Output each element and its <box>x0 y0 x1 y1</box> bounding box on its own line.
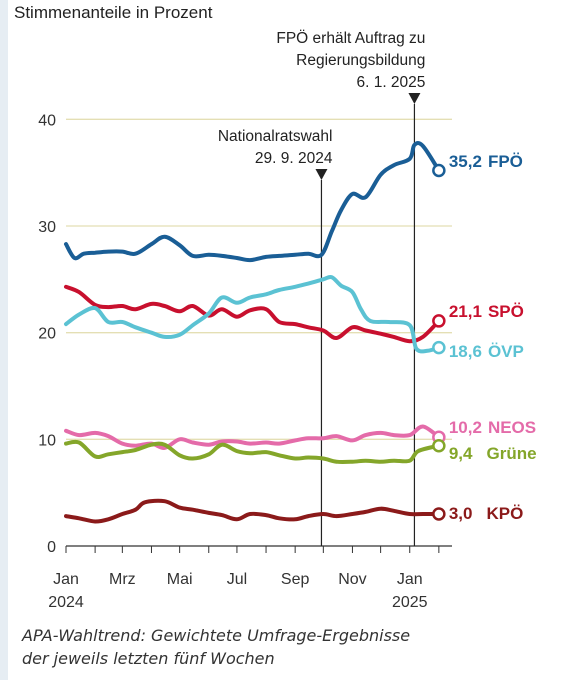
series-end-value: 18,6 <box>449 342 482 361</box>
x-tick-label: Mai <box>167 571 193 588</box>
series-grüne: 9,4 Grüne <box>64 438 537 465</box>
series-fpö: 35,2 FPÖ <box>64 141 523 263</box>
end-marker <box>432 438 446 453</box>
y-tick-label: 10 <box>38 432 56 449</box>
x-tick-label: Jan <box>397 571 423 588</box>
series-line <box>64 284 441 344</box>
series-end-label: 9,4 Grüne <box>449 444 537 463</box>
series-end-value: 10,2 <box>449 418 482 437</box>
annotation-text: 29. 9. 2024 <box>255 150 333 167</box>
series-name: KPÖ <box>486 504 523 523</box>
annotation-arrow-icon <box>315 169 328 180</box>
caption-line-1: APA-Wahltrend: Gewichtete Umfrage-Ergebn… <box>22 626 411 645</box>
end-marker <box>432 507 446 521</box>
x-tick-label: Nov <box>338 571 366 588</box>
y-tick-label: 30 <box>38 219 56 236</box>
end-marker <box>432 314 446 328</box>
series-end-label: 21,1 SPÖ <box>449 302 524 321</box>
end-marker <box>432 340 446 355</box>
series-end-value: 9,4 <box>449 444 473 463</box>
annotation-text: FPÖ erhält Auftrag zu <box>276 29 425 47</box>
x-tick-year-label: 2025 <box>392 594 428 611</box>
annotation-text: Nationalratswahl <box>218 128 333 145</box>
x-tick-label: Jul <box>227 571 247 588</box>
chart-subtitle: Stimmenanteile in Prozent <box>14 3 213 22</box>
source-caption: APA-Wahltrend: Gewichtete Umfrage-Ergebn… <box>22 624 562 670</box>
series-end-value: 21,1 <box>449 302 482 321</box>
series-name: NEOS <box>488 418 536 437</box>
event-annotation: FPÖ erhält Auftrag zu Regierungsbildung 6.… <box>276 29 425 546</box>
x-tick-label: Jan <box>53 571 79 588</box>
series-name: SPÖ <box>488 302 524 321</box>
annotation-text: Regierungsbildung <box>296 52 425 69</box>
series-end-label: 3,0 KPÖ <box>449 504 523 523</box>
x-axis: Jan 2024 Mrz Mai Jul Sep Nov Jan 2025 <box>48 546 440 611</box>
event-annotation: Nationalratswahl 29. 9. 2024 <box>218 128 333 546</box>
x-tick-label: Sep <box>281 571 310 588</box>
series-end-value: 35,2 <box>449 152 482 171</box>
x-tick-year-label: 2024 <box>48 594 84 611</box>
series-line <box>64 424 441 450</box>
series-övp: 18,6 ÖVP <box>64 274 524 361</box>
series-neos: 10,2 NEOS <box>64 418 536 450</box>
y-tick-label: 20 <box>38 326 56 343</box>
series-end-label: 10,2 NEOS <box>449 418 536 437</box>
series-line <box>64 439 441 465</box>
annotation-text: 6. 1. 2025 <box>356 74 425 91</box>
series-line <box>64 498 441 524</box>
series-spö: 21,1 SPÖ <box>64 284 524 344</box>
series-name: Grüne <box>486 444 536 463</box>
series-line <box>64 141 441 263</box>
y-tick-label: 0 <box>47 539 56 556</box>
x-tick-label: Mrz <box>109 571 136 588</box>
y-tick-label: 40 <box>38 112 56 129</box>
end-marker <box>432 163 446 178</box>
line-chart: Stimmenanteile in Prozent 0 10 20 30 40 Jan 202… <box>14 3 537 611</box>
caption-line-2: der jeweils letzten fünf Wochen <box>22 649 275 668</box>
series-name: FPÖ <box>488 152 523 171</box>
series-end-value: 3,0 <box>449 504 473 523</box>
series-end-label: 18,6 ÖVP <box>449 342 524 361</box>
y-gridlines <box>66 118 452 440</box>
left-accent-bar <box>0 0 8 680</box>
series-kpö: 3,0 KPÖ <box>64 498 523 524</box>
series-end-label: 35,2 FPÖ <box>449 152 523 171</box>
annotation-arrow-icon <box>408 93 421 104</box>
series-line <box>64 274 441 354</box>
series-name: ÖVP <box>488 342 524 361</box>
